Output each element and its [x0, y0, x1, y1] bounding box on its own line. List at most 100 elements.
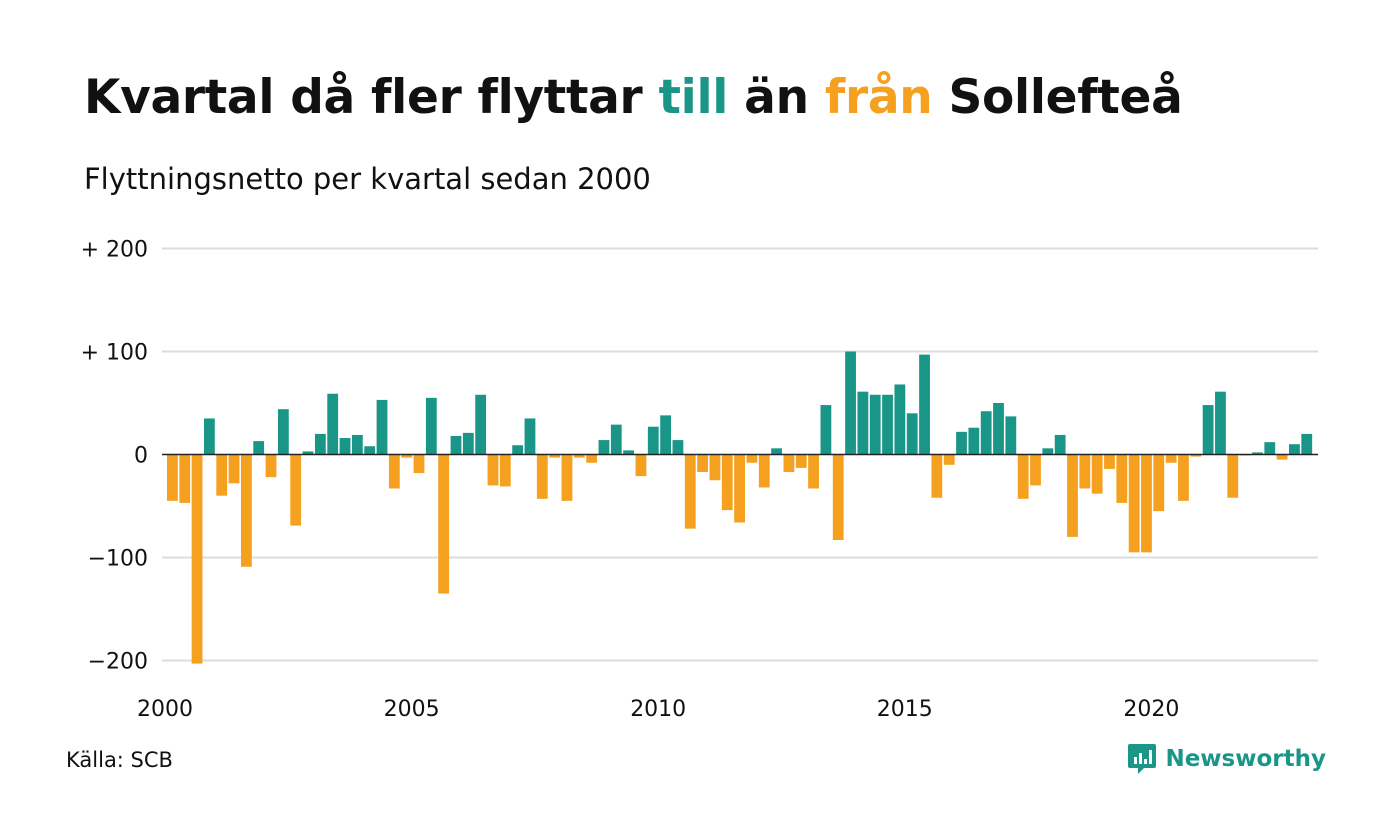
- bar: 2004 K2: 53: [376, 399, 388, 455]
- bar: 2012 K3: -17: [783, 454, 795, 473]
- title-part-1: Kvartal då fler flyttar: [84, 70, 659, 125]
- bar: 2020 K2: -8: [1165, 454, 1177, 463]
- bar: 2001 K3: -109: [240, 454, 252, 567]
- bar: 2020 K1: -55: [1153, 454, 1165, 512]
- bar: 2004 K1: 8: [364, 446, 376, 455]
- bar: 2009 K2: 4: [623, 450, 635, 455]
- bar: 2018 K4: -38: [1091, 454, 1103, 494]
- bar: 2001 K1: -40: [216, 454, 228, 496]
- bar: 2007 K1: 9: [512, 445, 524, 455]
- y-tick-label: + 100: [81, 341, 148, 366]
- bar: 2001 K2: -28: [228, 454, 240, 484]
- bar: 2009 K1: 29: [610, 424, 622, 455]
- bar: 2021 K3: -42: [1227, 454, 1239, 498]
- bar: 2003 K3: 16: [339, 438, 351, 455]
- bar: 2017 K4: 6: [1042, 448, 1054, 455]
- bar: 2004 K4: -3: [401, 454, 413, 458]
- bar: 2015 K2: 97: [919, 354, 930, 455]
- bar: 2010 K4: -17: [697, 454, 708, 473]
- title-word-out: från: [824, 70, 933, 125]
- brand: Newsworthy: [1127, 742, 1326, 776]
- bar: 2013 K1: -33: [808, 454, 819, 489]
- bar: 2010 K2: 14: [672, 440, 684, 455]
- source-note: Källa: SCB: [66, 748, 173, 772]
- bar: 2004 K3: -33: [388, 454, 400, 489]
- bar: 2005 K1: -18: [413, 454, 425, 474]
- bar: 2007 K3: -43: [536, 454, 548, 499]
- bar: 2022 K3: -5: [1276, 454, 1288, 460]
- bar: 2000 K3: -203: [191, 454, 203, 664]
- bar: 2009 K4: 27: [647, 426, 659, 455]
- bar: 2010 K3: -72: [684, 454, 696, 529]
- bar: 2008 K1: -45: [561, 454, 573, 501]
- bar: 2007 K2: 35: [524, 418, 536, 455]
- bar: 2015 K3: -42: [931, 454, 943, 498]
- bar: 2012 K4: -13: [795, 454, 807, 468]
- grid-lines: [162, 247, 1318, 662]
- bar: 2012 K2: 6: [771, 448, 782, 455]
- bar: 2017 K3: -30: [1030, 454, 1041, 486]
- bar: 2009 K3: -21: [635, 454, 647, 477]
- bar: 2011 K4: -8: [746, 454, 758, 463]
- x-tick-label: 2020: [1123, 697, 1179, 722]
- bar: 2005 K2: 55: [425, 397, 437, 455]
- bar: 2018 K2: -80: [1067, 454, 1078, 537]
- bar: 2019 K1: -14: [1104, 454, 1115, 469]
- bar: 2005 K3: -135: [438, 454, 450, 594]
- chart-title: Kvartal då fler flyttar till än från Sol…: [84, 70, 1183, 125]
- bar: 2016 K1: 22: [956, 431, 967, 455]
- bar: 2017 K2: -43: [1017, 454, 1029, 499]
- bar: 2003 K2: 59: [327, 393, 339, 455]
- bar: 2014 K3: 58: [882, 394, 893, 455]
- brand-name: Newsworthy: [1165, 746, 1326, 772]
- bar: 2010 K1: 38: [660, 415, 671, 455]
- bar: 2000 K1: -45: [167, 454, 178, 501]
- bar: 2006 K1: 21: [462, 432, 474, 455]
- bars: 2000 K1: -452000 K2: -472000 K3: -203200…: [167, 351, 1313, 664]
- bar: 2011 K3: -66: [734, 454, 745, 523]
- bar: 2015 K1: 40: [906, 413, 918, 455]
- title-part-2: än: [728, 70, 825, 125]
- bar: 2015 K4: -10: [943, 454, 955, 465]
- bar: 2003 K4: 19: [351, 434, 363, 455]
- title-word-in: till: [658, 70, 729, 125]
- x-tick-label: 2015: [877, 697, 933, 722]
- bar: 2021 K2: 61: [1215, 391, 1226, 455]
- bar: 2019 K3: -95: [1128, 454, 1140, 553]
- bar: 2013 K4: 100: [845, 351, 856, 455]
- y-tick-label: −100: [88, 547, 148, 572]
- bar: 2006 K3: -30: [487, 454, 499, 486]
- bar: 2016 K3: 42: [980, 411, 992, 455]
- bar: 2008 K2: -3: [573, 454, 585, 458]
- bar: 2000 K2: -47: [179, 454, 191, 503]
- bar: 2000 K4: 35: [203, 418, 215, 455]
- bar: 2013 K2: 48: [820, 405, 832, 455]
- bar: 2020 K3: -45: [1178, 454, 1189, 501]
- bar: 2014 K1: 61: [857, 391, 869, 455]
- bar: 2012 K1: -32: [758, 454, 770, 488]
- bar: 2011 K1: -25: [709, 454, 721, 481]
- y-axis-labels: + 200 + 100 0 −100 −200: [81, 238, 148, 675]
- bar: 2022 K1: 2: [1252, 452, 1263, 455]
- bar: 2001 K4: 13: [253, 441, 265, 455]
- x-axis-labels: 2000 2005 2010 2015 2020: [137, 697, 1179, 722]
- bar: 2008 K4: 14: [598, 440, 610, 455]
- newsworthy-logo-icon: [1128, 744, 1157, 774]
- bar: 2019 K2: -47: [1116, 454, 1128, 503]
- bar: 2017 K1: 37: [1005, 416, 1017, 455]
- bar: 2019 K4: -95: [1141, 454, 1152, 553]
- bar: 2005 K4: 18: [450, 435, 462, 455]
- bar: 2018 K3: -33: [1079, 454, 1091, 489]
- bar: 2011 K2: -54: [721, 454, 733, 511]
- bar: 2016 K4: 50: [993, 403, 1004, 455]
- bar: 2013 K3: -83: [832, 454, 844, 540]
- bar: 2003 K1: 20: [314, 433, 326, 455]
- chart-subtitle: Flyttningsnetto per kvartal sedan 2000: [84, 162, 651, 196]
- x-tick-label: 2010: [630, 697, 686, 722]
- bar: 2021 K1: 48: [1202, 405, 1214, 455]
